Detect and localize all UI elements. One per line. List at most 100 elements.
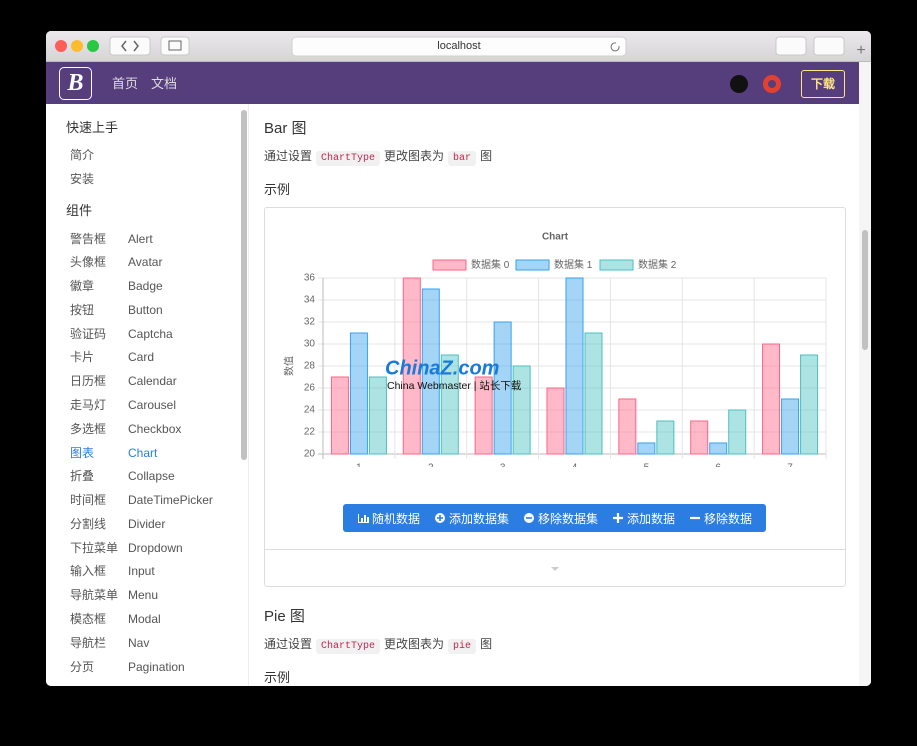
window-controls: + — [55, 36, 866, 59]
y-tick-label: 28 — [304, 361, 316, 372]
bar — [368, 376, 387, 455]
button-icon — [434, 513, 445, 523]
x-tick-label: 6 — [715, 463, 721, 467]
sidebar-item[interactable]: 输入框 — [70, 564, 107, 579]
example-label: 示例 — [264, 182, 291, 197]
bar — [546, 387, 565, 455]
y-tick-label: 26 — [304, 383, 316, 394]
button-icon — [689, 516, 700, 520]
sidebar-item[interactable]: 模态框 — [70, 612, 107, 627]
x-tick-label: 4 — [572, 463, 578, 467]
sidebar-item-en[interactable]: Alert — [128, 231, 153, 246]
sidebar-item[interactable]: 简介 — [70, 148, 95, 162]
example-label: 示例 — [264, 670, 291, 685]
section-title: Bar 图 — [264, 120, 307, 137]
sidebar-item[interactable]: 日历框 — [70, 374, 107, 389]
sidebar-item[interactable]: 按钮 — [70, 302, 95, 317]
y-tick-label: 30 — [304, 339, 316, 350]
nav-link[interactable]: 文档 — [151, 76, 178, 91]
bar — [762, 343, 781, 455]
sidebar-item-en[interactable]: Checkbox — [128, 421, 182, 436]
sidebar-item-en[interactable]: Input — [128, 564, 155, 579]
chart-button[interactable]: 添加数据 — [612, 510, 675, 527]
bar — [728, 409, 747, 455]
bar — [402, 277, 421, 455]
sidebar-item-en[interactable]: Badge — [128, 279, 163, 294]
url-field[interactable] — [291, 36, 627, 57]
sidebar-item-en[interactable]: Modal — [128, 612, 161, 627]
x-tick-label: 3 — [500, 463, 506, 467]
nav-link[interactable]: 首页 — [112, 76, 139, 91]
sidebar-item[interactable]: 卡片 — [70, 350, 95, 365]
tabs[interactable] — [813, 36, 845, 56]
y-tick-label: 36 — [304, 273, 316, 284]
sidebar-item[interactable]: 验证码 — [70, 326, 107, 341]
sidebar-item-en[interactable]: Chart — [128, 445, 158, 460]
sidebar-item[interactable]: 图表 — [70, 445, 95, 460]
title-bar: + localhost — [46, 31, 871, 62]
sidebar-button[interactable] — [160, 36, 190, 56]
legend-label: 数据集 2 — [638, 258, 677, 271]
reload[interactable] — [610, 42, 620, 52]
zoom[interactable] — [87, 40, 99, 52]
chart-button[interactable]: 移除数据 — [689, 510, 752, 527]
sidebar-scroll-thumb[interactable] — [241, 110, 247, 460]
sidebar-item[interactable]: 头像框 — [70, 255, 107, 270]
sidebar-item[interactable]: 分割线 — [70, 516, 107, 531]
sidebar-item[interactable]: 导航栏 — [70, 635, 107, 650]
button-icon — [357, 514, 369, 523]
close[interactable] — [55, 40, 67, 52]
caret[interactable] — [549, 565, 561, 573]
sidebar-item-en[interactable]: Carousel — [128, 398, 177, 413]
bar — [618, 398, 637, 455]
brand[interactable]: B — [59, 67, 92, 100]
y-axis-label: 数值 — [283, 356, 296, 376]
sidebar-item-en[interactable]: Calendar — [128, 374, 177, 389]
gitee — [763, 75, 781, 93]
github-icon[interactable] — [730, 75, 748, 93]
page-scroll-thumb[interactable] — [862, 230, 868, 350]
bar — [709, 442, 728, 455]
section-desc: 通过设置 ChartType 更改图表为 pie 图 — [264, 636, 492, 655]
sidebar-item-en[interactable]: Divider — [128, 516, 166, 531]
download-button[interactable]: 下载 — [801, 70, 845, 98]
sidebar-item-en[interactable]: Captcha — [128, 326, 173, 341]
nav-buttons[interactable] — [109, 36, 151, 56]
sidebar-item[interactable]: 导航菜单 — [70, 588, 119, 603]
share[interactable] — [775, 36, 807, 56]
sidebar-item[interactable]: 下拉菜单 — [70, 540, 119, 555]
sidebar-item[interactable]: 多选框 — [70, 421, 107, 436]
y-tick-label: 34 — [304, 295, 316, 306]
inline-code: pie — [448, 639, 477, 654]
bar — [493, 321, 512, 455]
bar — [474, 376, 493, 455]
sidebar-item[interactable]: 分页 — [70, 659, 95, 674]
sidebar-item-en[interactable]: DateTimePicker — [128, 493, 213, 508]
sidebar-item-en[interactable]: Nav — [128, 635, 150, 650]
card-divider — [264, 549, 846, 550]
sidebar-item[interactable]: 折叠 — [70, 469, 95, 484]
sidebar-item-en[interactable]: Collapse — [128, 469, 175, 484]
sidebar-item-en[interactable]: Pagination — [128, 659, 185, 674]
legend-label: 数据集 0 — [471, 258, 510, 271]
chart-button[interactable]: 添加数据集 — [434, 510, 509, 527]
sidebar-item-en[interactable]: Card — [128, 350, 155, 365]
chart-button[interactable]: 移除数据集 — [523, 510, 598, 527]
button-icon — [523, 513, 534, 523]
minimize[interactable] — [71, 40, 83, 52]
sidebar-item-en[interactable]: Button — [128, 302, 163, 317]
new-tab[interactable]: + — [856, 42, 865, 59]
sidebar-section-title: 快速上手 — [66, 120, 119, 135]
sidebar-item-en[interactable]: Dropdown — [128, 540, 183, 555]
sidebar-item[interactable]: 时间框 — [70, 493, 107, 508]
sidebar-item[interactable]: 走马灯 — [70, 398, 107, 413]
sidebar-item[interactable]: 徽章 — [70, 279, 95, 294]
sidebar-item-en[interactable]: Menu — [128, 588, 159, 603]
sidebar-item[interactable]: 安装 — [70, 171, 95, 186]
button-label: 添加数据集 — [448, 511, 509, 526]
sidebar-item-en[interactable]: Avatar — [128, 255, 163, 270]
sidebar-item[interactable]: 警告框 — [70, 231, 107, 246]
chart-button[interactable]: 随机数据 — [357, 510, 420, 527]
